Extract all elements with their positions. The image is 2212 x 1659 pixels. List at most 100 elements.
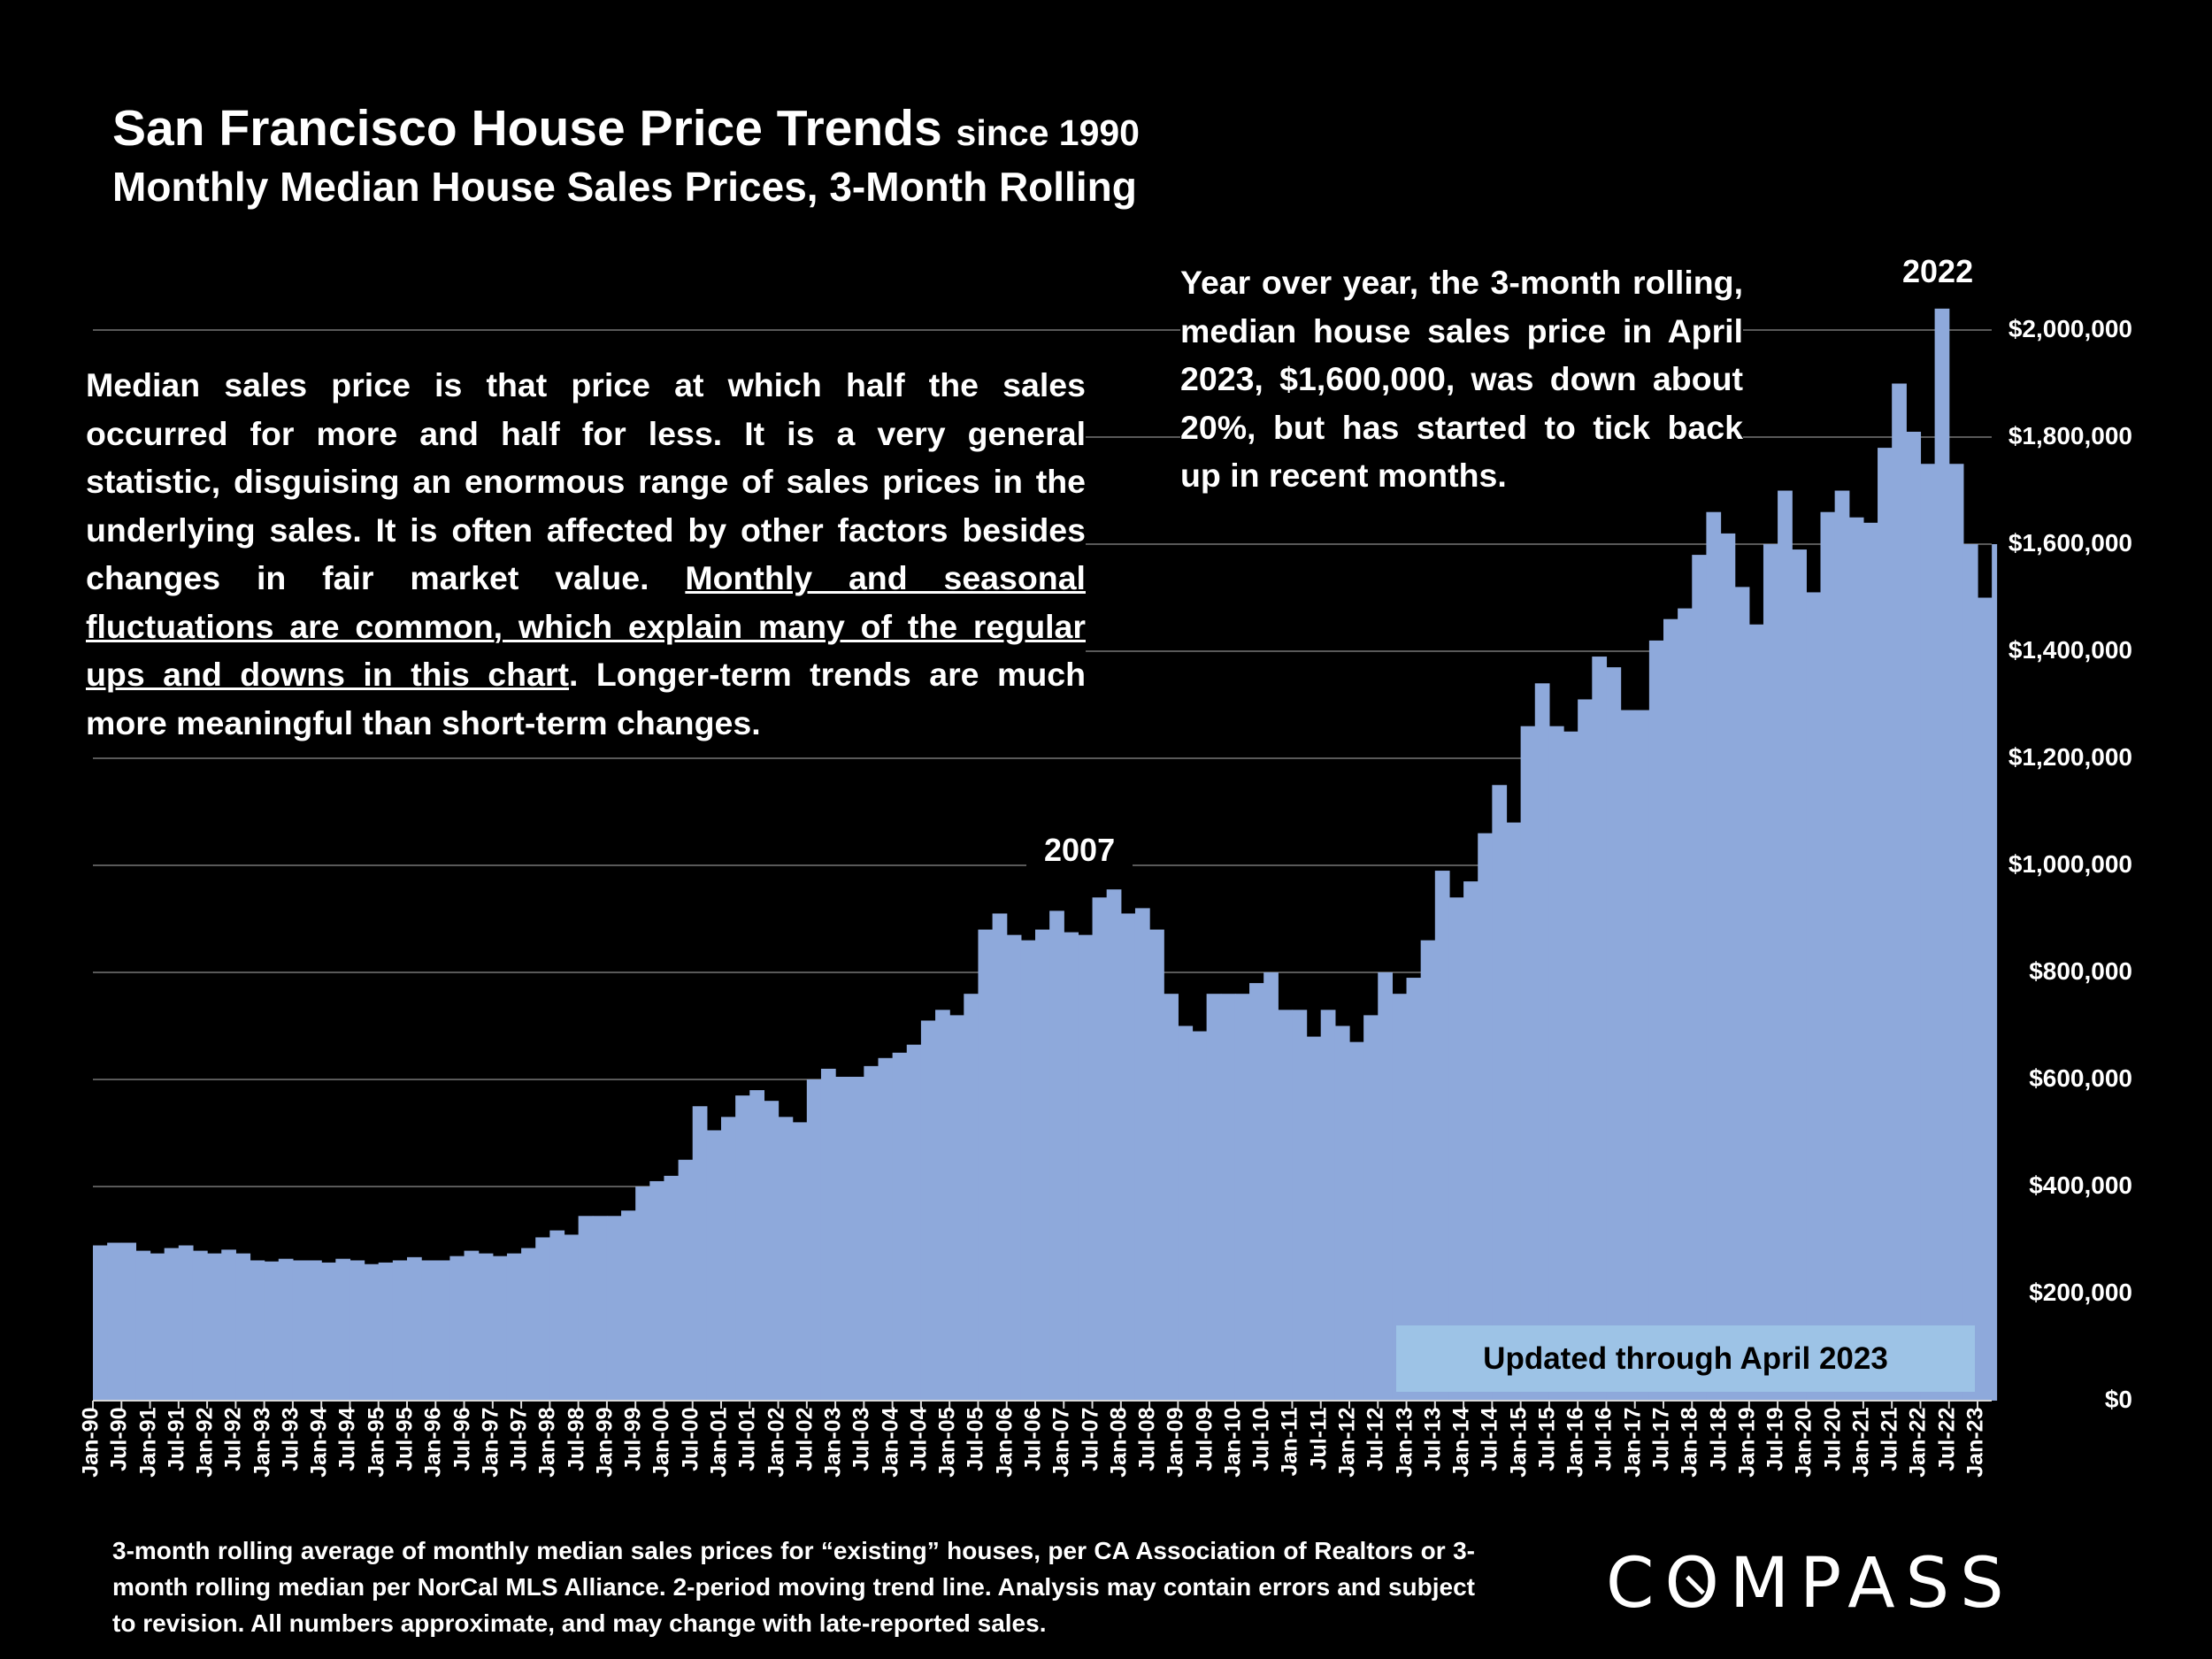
price-bar: [1406, 978, 1422, 1401]
price-bar: [935, 1010, 950, 1401]
price-bar: [1463, 881, 1479, 1401]
price-bar: [1106, 889, 1122, 1401]
x-tick-label: Jul-98: [564, 1407, 589, 1471]
price-bar: [806, 1079, 822, 1401]
chart-subtitle: Monthly Median House Sales Prices, 3-Mon…: [112, 164, 1137, 210]
price-bar: [1392, 994, 1408, 1401]
note-text: Median sales price is that price at whic…: [86, 366, 1086, 596]
x-tick-label: Jan-01: [706, 1407, 732, 1478]
y-tick-label: $2,000,000: [2008, 315, 2132, 342]
price-bar: [492, 1256, 508, 1401]
price-bar: [1134, 908, 1150, 1401]
price-bar: [307, 1260, 322, 1401]
x-tick-label: Jul-22: [1934, 1407, 1960, 1471]
price-bar: [792, 1122, 808, 1401]
x-tick-label: Jul-20: [1820, 1407, 1846, 1471]
price-bar: [635, 1187, 650, 1401]
y-tick-label: $800,000: [2029, 957, 2132, 985]
price-bar: [535, 1237, 550, 1401]
price-bar: [1992, 544, 1998, 1401]
price-bar: [649, 1180, 665, 1401]
peak-label-2007: 2007: [1026, 832, 1133, 869]
price-bar: [1263, 972, 1279, 1401]
price-bar: [564, 1234, 580, 1401]
y-tick-label: $1,600,000: [2008, 529, 2132, 557]
x-tick-label: Jan-12: [1334, 1407, 1360, 1478]
median-explanation-note: Median sales price is that price at whic…: [86, 361, 1086, 747]
x-tick-label: Jan-04: [878, 1407, 903, 1478]
compass-logo: COMPASS: [1606, 1544, 2015, 1624]
note-underlined-text: Monthly and seasonal fluctuations are co…: [86, 559, 1086, 693]
footnote: 3-month rolling average of monthly media…: [112, 1537, 1475, 1637]
x-tick-label: Jan-99: [592, 1407, 618, 1478]
x-tick-label: Jul-07: [1078, 1407, 1103, 1471]
price-bar: [192, 1250, 208, 1401]
x-tick-label: Jul-11: [1306, 1407, 1332, 1471]
y-tick-label: $200,000: [2029, 1279, 2132, 1306]
price-bar: [1620, 710, 1636, 1401]
price-bar: [1978, 597, 1993, 1401]
x-tick-label: Jul-19: [1763, 1407, 1788, 1471]
price-bar: [349, 1260, 365, 1401]
x-tick-label: Jan-23: [1962, 1407, 1988, 1478]
x-tick-label: Jan-08: [1106, 1407, 1132, 1478]
price-bar: [1249, 983, 1264, 1401]
price-bar: [892, 1052, 908, 1401]
x-tick-label: Jul-18: [1706, 1407, 1732, 1471]
price-bar: [1748, 624, 1764, 1401]
x-tick-label: Jan-10: [1220, 1407, 1246, 1478]
x-tick-label: Jul-90: [106, 1407, 132, 1471]
x-tick-label: Jul-92: [220, 1407, 246, 1471]
x-tick-label: Jan-00: [649, 1407, 674, 1478]
x-tick-label: Jan-05: [934, 1407, 960, 1478]
y-tick-label: $600,000: [2029, 1064, 2132, 1092]
price-bar: [706, 1130, 722, 1401]
price-bar: [949, 1015, 964, 1401]
price-bar: [1820, 511, 1836, 1401]
price-bar: [1878, 448, 1893, 1402]
x-tick-label: Jan-02: [764, 1407, 789, 1478]
price-bar: [1563, 731, 1578, 1401]
price-bar: [835, 1076, 850, 1401]
x-tick-label: Jul-03: [849, 1407, 874, 1471]
price-bar: [421, 1260, 436, 1401]
title-suffix: since 1990: [956, 112, 1140, 153]
price-bar: [1534, 683, 1550, 1401]
price-bar: [107, 1242, 122, 1401]
price-bar: [1706, 511, 1722, 1401]
price-bar: [1320, 1010, 1336, 1401]
x-tick-label: Jul-14: [1477, 1407, 1502, 1471]
price-bar: [1692, 555, 1708, 1401]
x-tick-marks: [92, 1401, 1978, 1409]
x-tick-label: Jan-13: [1392, 1407, 1417, 1478]
price-bar: [521, 1248, 536, 1401]
price-bar: [1278, 1010, 1294, 1401]
price-bar: [150, 1253, 165, 1401]
price-bar: [1634, 710, 1650, 1401]
price-bar: [1363, 1015, 1379, 1401]
price-bar: [292, 1260, 308, 1401]
price-bar: [1049, 910, 1064, 1401]
price-bar: [849, 1076, 864, 1401]
price-bar: [1306, 1036, 1322, 1401]
x-tick-label: Jul-97: [506, 1407, 532, 1471]
price-bar: [1506, 822, 1522, 1401]
price-bar: [235, 1253, 251, 1401]
y-tick-label: $400,000: [2029, 1171, 2132, 1199]
price-bar: [1548, 726, 1564, 1401]
price-bar: [1920, 464, 1936, 1401]
price-bar: [1906, 431, 1922, 1402]
x-tick-label: Jul-93: [278, 1407, 303, 1471]
price-bar: [264, 1261, 280, 1401]
x-tick-label: Jan-16: [1563, 1407, 1588, 1478]
x-tick-label: Jan-93: [250, 1407, 275, 1478]
price-bar: [1178, 1025, 1194, 1401]
price-bar: [764, 1101, 780, 1401]
x-tick-label: Jan-19: [1734, 1407, 1760, 1478]
x-tick-label: Jul-13: [1420, 1407, 1446, 1471]
x-tick-label: Jan-22: [1905, 1407, 1931, 1478]
price-bar: [1292, 1010, 1308, 1401]
price-bar: [1948, 464, 1964, 1401]
price-bar: [1092, 897, 1108, 1401]
price-bar: [1778, 490, 1793, 1401]
